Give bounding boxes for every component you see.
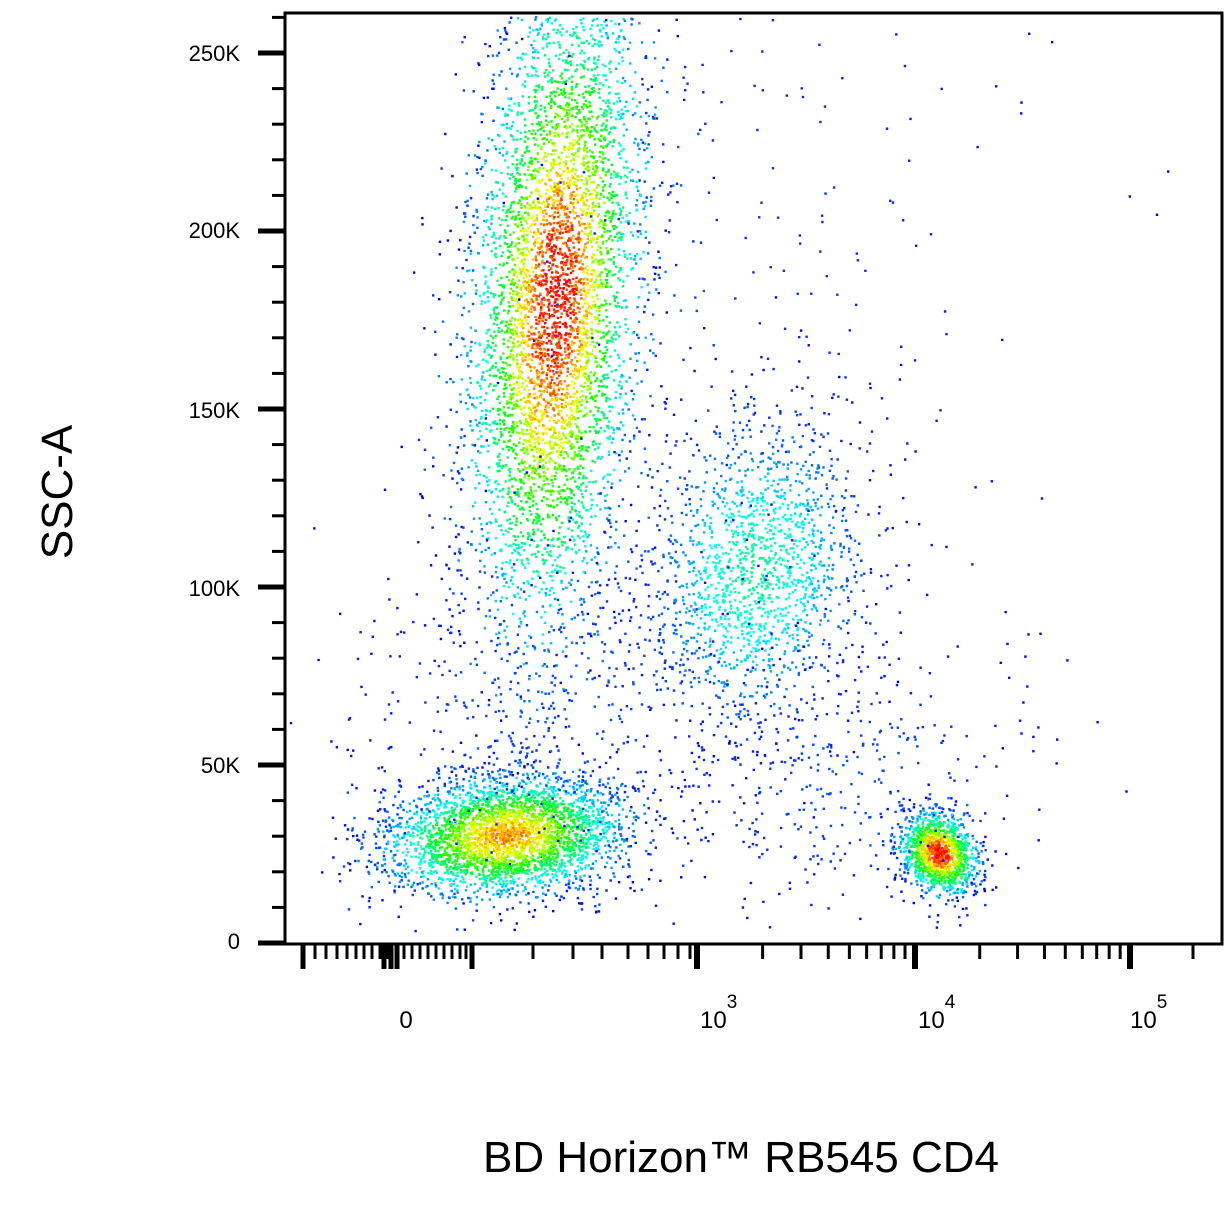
y-tick-label-250k: 250K [189, 41, 241, 66]
y-axis-labels: 0 50K 100K 150K 200K 250K [189, 41, 241, 954]
x-tick-exponent: 3 [727, 992, 738, 1013]
y-tick-label-100k: 100K [189, 576, 241, 601]
scatter-points [289, 16, 1170, 933]
y-tick-label-150k: 150K [189, 398, 241, 423]
x-tick-label-10e4: 104 [918, 992, 956, 1034]
x-tick-exponent: 5 [1157, 992, 1168, 1013]
plot-border [283, 11, 1224, 946]
x-tick-label-10e5: 105 [1130, 992, 1167, 1034]
x-tick-base: 10 [1130, 1007, 1157, 1034]
x-axis-labels: 0 103 104 105 [399, 992, 1167, 1034]
x-tick-base: 10 [700, 1007, 727, 1034]
x-axis-title: BD Horizon™ RB545 CD4 [483, 1133, 999, 1182]
y-tick-label-0: 0 [228, 929, 240, 954]
y-tick-label-200k: 200K [189, 218, 241, 243]
x-axis-ticks [300, 945, 1195, 969]
x-tick-base: 10 [918, 1007, 945, 1034]
y-axis-ticks [258, 15, 286, 946]
y-tick-label-50k: 50K [201, 753, 240, 778]
x-tick-exponent: 4 [945, 992, 956, 1013]
x-tick-label-10e3: 103 [700, 992, 737, 1034]
x-tick-label-0: 0 [399, 1007, 412, 1034]
y-axis-title: SSC-A [33, 424, 82, 559]
